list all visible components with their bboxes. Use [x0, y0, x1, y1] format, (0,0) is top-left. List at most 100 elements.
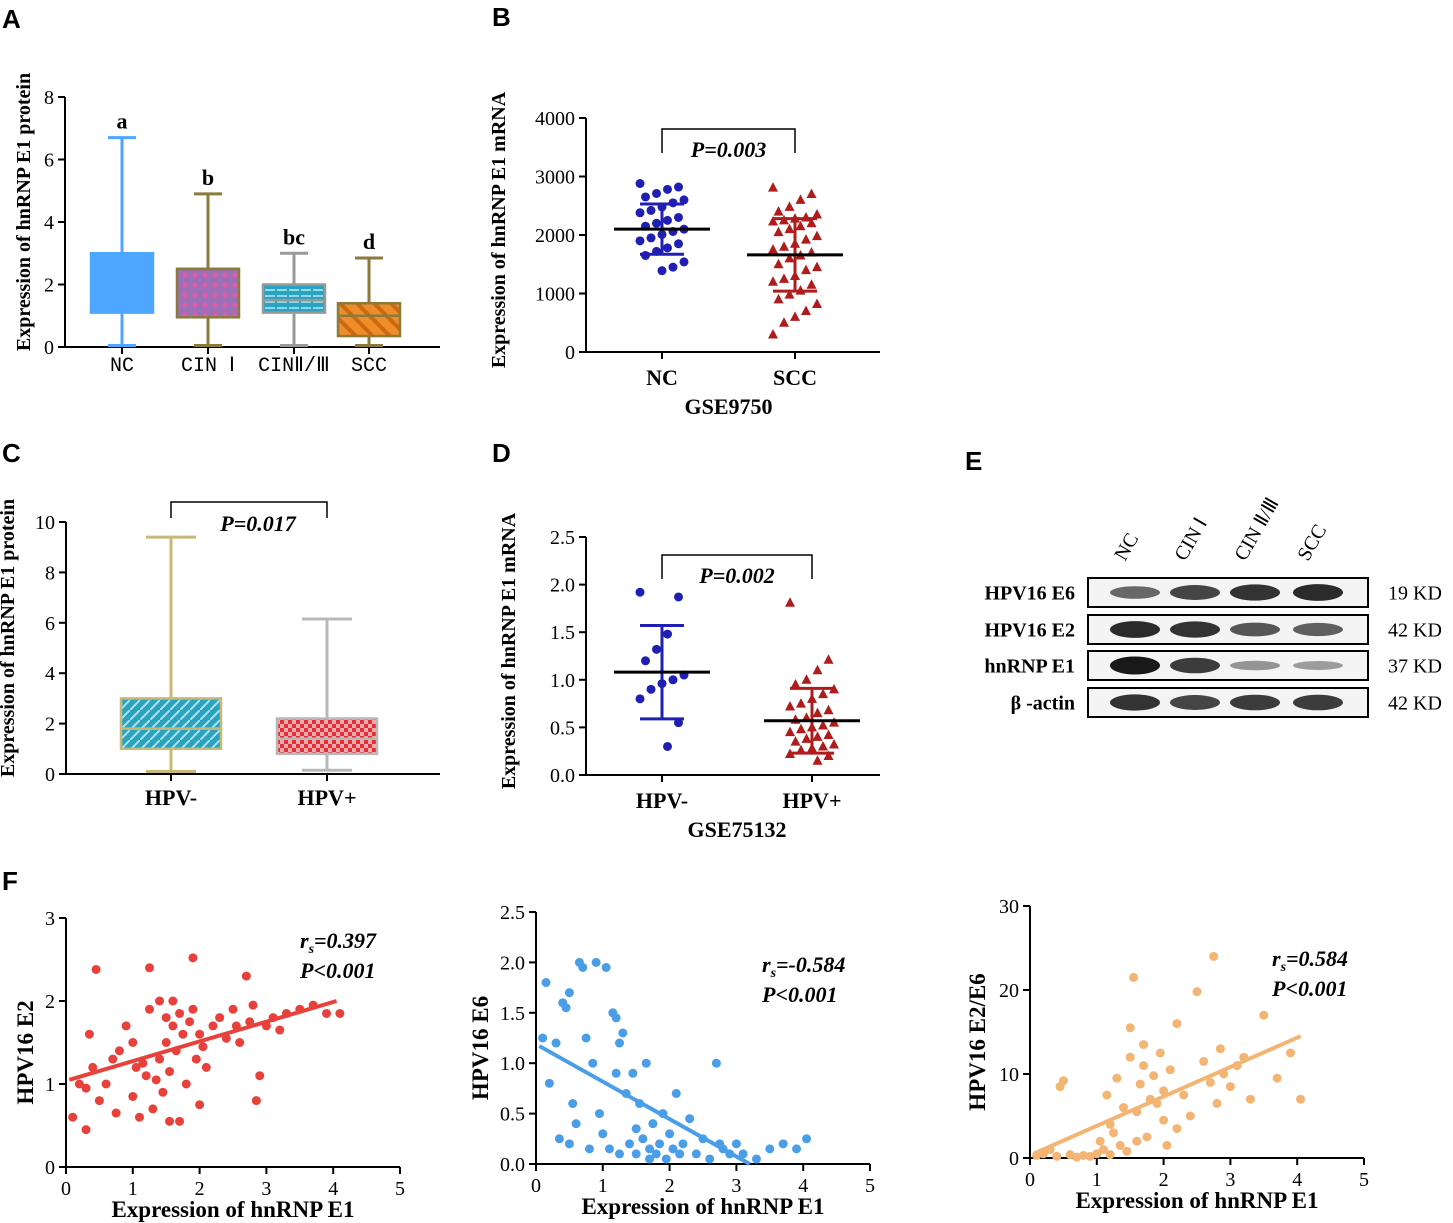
data-point [812, 209, 822, 219]
data-point [1272, 1073, 1282, 1083]
data-point [645, 1154, 655, 1164]
y-tick-label: 8 [44, 87, 54, 109]
data-point [652, 644, 661, 654]
data-point [155, 996, 165, 1006]
data-point [773, 206, 784, 216]
lane-label: CIN Ⅰ [1170, 514, 1212, 564]
data-point [801, 674, 812, 684]
y-tick-label: 3000 [535, 167, 575, 189]
data-point [631, 1124, 641, 1134]
data-point [208, 1021, 218, 1031]
data-point [829, 739, 839, 749]
x-category-label: CIN Ⅰ [181, 355, 235, 378]
rs-subscript: s [770, 966, 777, 981]
data-point [101, 1079, 111, 1089]
data-point [685, 1114, 695, 1124]
data-point [1149, 1071, 1159, 1081]
data-point [674, 182, 683, 192]
data-point [568, 1099, 578, 1109]
data-point [635, 587, 645, 597]
protein-band [1293, 584, 1343, 601]
y-axis-title: HPV16 E6 [468, 996, 493, 1100]
protein-band [1230, 660, 1280, 671]
molecular-weight-label: 19 KD [1388, 583, 1442, 605]
data-point [1122, 1146, 1132, 1156]
data-point [779, 241, 789, 251]
molecular-weight-label: 42 KD [1388, 620, 1442, 642]
data-point [81, 1125, 91, 1135]
box-body [175, 267, 241, 319]
data-point [802, 1134, 812, 1144]
data-point [661, 1154, 671, 1164]
x-tick-label: 2 [195, 1178, 205, 1200]
data-point [635, 208, 645, 218]
data-point [818, 688, 828, 699]
data-point [806, 279, 817, 289]
data-point [751, 1154, 761, 1164]
data-point [248, 1000, 258, 1010]
dataset-label: GSE75132 [687, 817, 786, 842]
y-tick-label: 0.5 [550, 717, 575, 739]
data-point [778, 1139, 788, 1149]
data-point [663, 741, 672, 751]
data-point [795, 220, 806, 231]
rs-subscript: s [1280, 960, 1287, 975]
protein-band [1170, 621, 1220, 638]
box-body [261, 283, 327, 314]
data-point [818, 719, 828, 730]
lane-label: SCC [1293, 521, 1331, 565]
data-point [138, 1058, 148, 1068]
data-point [1119, 1103, 1129, 1113]
y-tick-label: 2 [45, 714, 55, 736]
blot-row-label: hnRNP E1 [984, 656, 1075, 678]
correlation-coefficient: rs=0.397 [300, 928, 377, 957]
data-point [674, 239, 683, 249]
data-point [812, 230, 822, 241]
data-point [131, 1062, 141, 1072]
regression-line [68, 999, 338, 1082]
y-tick-label: 2 [44, 275, 54, 297]
molecular-weight-label: 42 KD [1388, 693, 1442, 715]
data-point [544, 1078, 554, 1088]
data-point [812, 261, 822, 272]
panel-letter-c: C [2, 438, 21, 468]
data-point [674, 212, 683, 222]
box-body [119, 697, 223, 751]
y-tick-label: 4000 [535, 108, 575, 130]
data-point [641, 656, 650, 666]
data-point [1286, 1048, 1296, 1058]
chart-panel-b: 0 1000 2000 3000 4000 Expression of hnRNP E1 … [488, 91, 880, 419]
x-tick-label: 4 [1292, 1169, 1302, 1191]
data-point [691, 1149, 701, 1159]
data-point [615, 1038, 624, 1048]
p-value-label: P<0.001 [299, 958, 375, 983]
data-point [588, 1058, 598, 1068]
x-tick-label: 5 [395, 1178, 405, 1200]
data-point [1102, 1090, 1112, 1100]
data-point [554, 1134, 564, 1144]
data-point [784, 289, 795, 299]
data-point [679, 195, 689, 205]
data-point [322, 1008, 332, 1018]
data-point [564, 988, 574, 998]
x-category-label: HPV+ [298, 785, 357, 810]
x-tick-label: 5 [1359, 1169, 1369, 1191]
chart-panel-f1: 0 1 2 3 0 1 2 3 4 5 Expression of hnRNP E1 HPV16 E2… [13, 908, 405, 1222]
data-point [795, 194, 806, 204]
data-point [571, 1119, 581, 1129]
data-point [663, 215, 672, 225]
data-point [1215, 1044, 1225, 1054]
data-point [738, 1149, 748, 1159]
correlation-coefficient: rs=0.584 [1272, 946, 1348, 975]
data-point [551, 1038, 561, 1048]
data-point [1115, 1140, 1125, 1150]
data-point [768, 276, 778, 286]
data-point [785, 597, 795, 607]
data-point [68, 1112, 78, 1122]
y-tick-label: 1.0 [550, 670, 575, 692]
x-tick-label: 3 [731, 1175, 741, 1197]
box-body [336, 302, 402, 338]
significance-letter: b [202, 165, 214, 190]
data-point [663, 184, 672, 194]
protein-band [1170, 657, 1220, 674]
